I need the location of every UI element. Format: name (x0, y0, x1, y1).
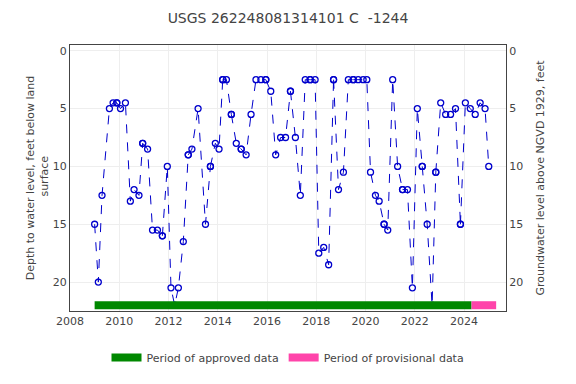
svg-text:20: 20 (509, 276, 523, 289)
svg-text:2020: 2020 (352, 315, 380, 328)
svg-text:Period of provisional data: Period of provisional data (324, 352, 464, 365)
svg-text:2024: 2024 (450, 315, 478, 328)
svg-text:20: 20 (53, 276, 67, 289)
svg-text:Depth to water level, feet bel: Depth to water level, feet below land su… (24, 76, 51, 281)
svg-text:0: 0 (509, 45, 516, 58)
svg-text:2018: 2018 (302, 315, 330, 328)
svg-text:15: 15 (53, 218, 67, 231)
svg-text:2012: 2012 (155, 315, 183, 328)
svg-text:10: 10 (509, 160, 523, 173)
svg-text:Period of approved data: Period of approved data (147, 352, 279, 365)
svg-text:2016: 2016 (253, 315, 281, 328)
svg-text:10: 10 (53, 160, 67, 173)
svg-text:Groundwater level above NGVD 1: Groundwater level above NGVD 1929, feet (534, 60, 547, 296)
svg-text:2022: 2022 (401, 315, 429, 328)
svg-text:USGS 262248081314101 C -1244: USGS 262248081314101 C -1244 (168, 10, 409, 26)
svg-text:5: 5 (509, 102, 516, 115)
svg-text:15: 15 (509, 218, 523, 231)
svg-text:2014: 2014 (204, 315, 232, 328)
svg-text:2008: 2008 (56, 315, 84, 328)
svg-text:2010: 2010 (105, 315, 133, 328)
svg-text:5: 5 (60, 102, 67, 115)
svg-text:0: 0 (60, 45, 67, 58)
